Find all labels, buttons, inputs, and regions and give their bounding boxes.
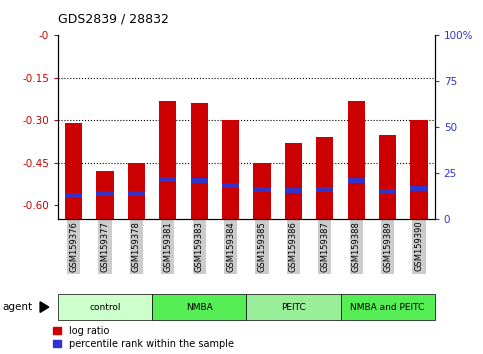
Bar	[285, 143, 302, 219]
Text: NMBA: NMBA	[186, 303, 213, 312]
Bar	[285, 188, 302, 193]
Bar	[128, 191, 145, 196]
Bar	[191, 103, 208, 219]
Text: NMBA and PEITC: NMBA and PEITC	[351, 303, 425, 312]
Bar	[348, 101, 365, 219]
Text: PEITC: PEITC	[281, 303, 306, 312]
Bar	[254, 163, 270, 219]
Bar	[191, 178, 208, 183]
Bar	[254, 187, 270, 192]
Bar	[65, 193, 82, 198]
Bar	[379, 189, 396, 194]
Bar	[411, 120, 427, 219]
Bar	[316, 187, 333, 192]
Bar	[222, 183, 239, 188]
Bar	[379, 135, 396, 219]
Bar	[97, 191, 114, 196]
Bar	[222, 120, 239, 219]
Bar	[316, 137, 333, 219]
Text: GDS2839 / 28832: GDS2839 / 28832	[58, 12, 169, 25]
Bar	[65, 123, 82, 219]
Bar	[159, 177, 176, 182]
Bar	[411, 186, 427, 192]
Text: agent: agent	[2, 302, 32, 312]
Bar	[128, 163, 145, 219]
Bar	[348, 178, 365, 183]
Legend: log ratio, percentile rank within the sample: log ratio, percentile rank within the sa…	[53, 326, 234, 349]
Text: control: control	[89, 303, 121, 312]
Bar	[97, 171, 114, 219]
Bar	[159, 101, 176, 219]
